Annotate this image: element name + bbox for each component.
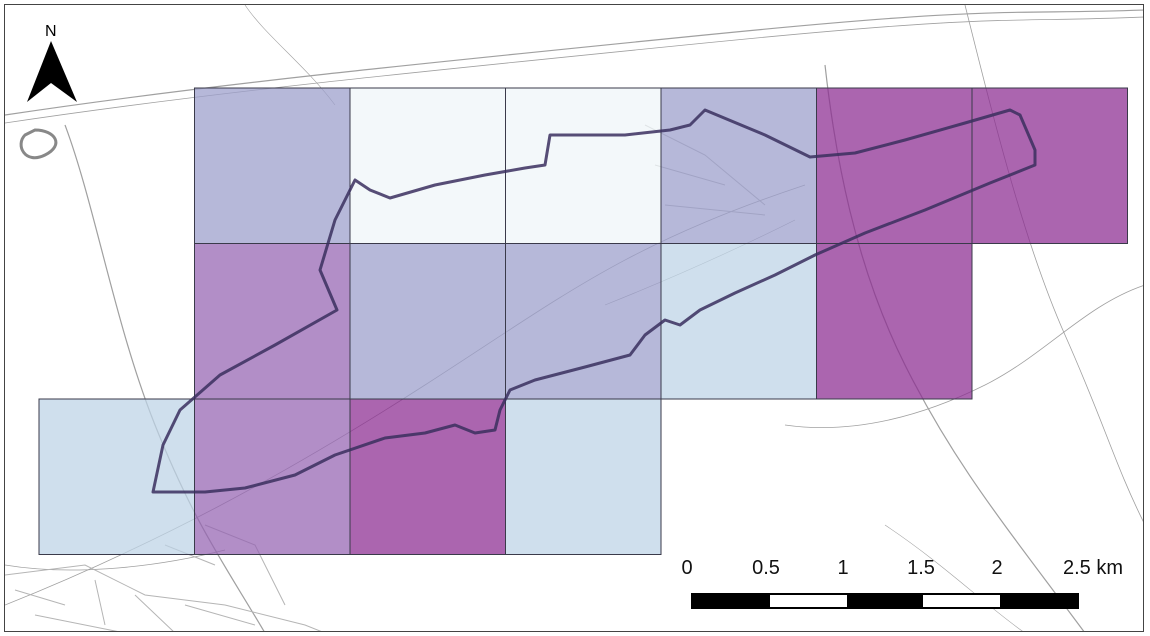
study-area-boundary[interactable] <box>151 108 1037 494</box>
map-frame: N 0 0.5 1 1.5 2 2.5 km <box>4 4 1144 632</box>
scale-bar <box>691 593 1079 609</box>
scale-tick-label: 0.5 <box>752 557 780 579</box>
scale-tick-label: 1 <box>837 557 849 579</box>
scale-tick-label: 1.5 <box>907 557 935 579</box>
grid-cell[interactable] <box>349 87 506 244</box>
scale-bar-segment <box>693 595 770 607</box>
grid-cell[interactable] <box>38 398 195 555</box>
grid-cell[interactable] <box>349 398 506 555</box>
scale-tick-label: 2.5 km <box>1062 557 1124 579</box>
scale-bar-segment <box>846 595 924 607</box>
grid-cell[interactable] <box>971 87 1128 244</box>
grid-cell[interactable] <box>505 243 662 400</box>
grid-cell[interactable] <box>505 87 662 244</box>
grid-cell[interactable] <box>505 398 662 555</box>
scale-bar-segment <box>1000 595 1077 607</box>
grid-cell[interactable] <box>349 243 506 400</box>
map-canvas[interactable] <box>5 5 1144 632</box>
north-arrow-icon <box>27 41 77 102</box>
north-label: N <box>45 23 57 40</box>
grid-cell[interactable] <box>194 87 351 244</box>
scale-tick-label: 2 <box>991 557 1003 579</box>
scale-bar-segment <box>923 595 1001 607</box>
grid-cell[interactable] <box>194 398 351 555</box>
grid-cell[interactable] <box>816 243 973 400</box>
grid-cells <box>38 87 1128 555</box>
grid-cell[interactable] <box>660 87 817 244</box>
scale-tick-label: 0 <box>681 557 693 579</box>
grid-cell[interactable] <box>816 87 973 244</box>
scale-bar-segment <box>769 595 847 607</box>
